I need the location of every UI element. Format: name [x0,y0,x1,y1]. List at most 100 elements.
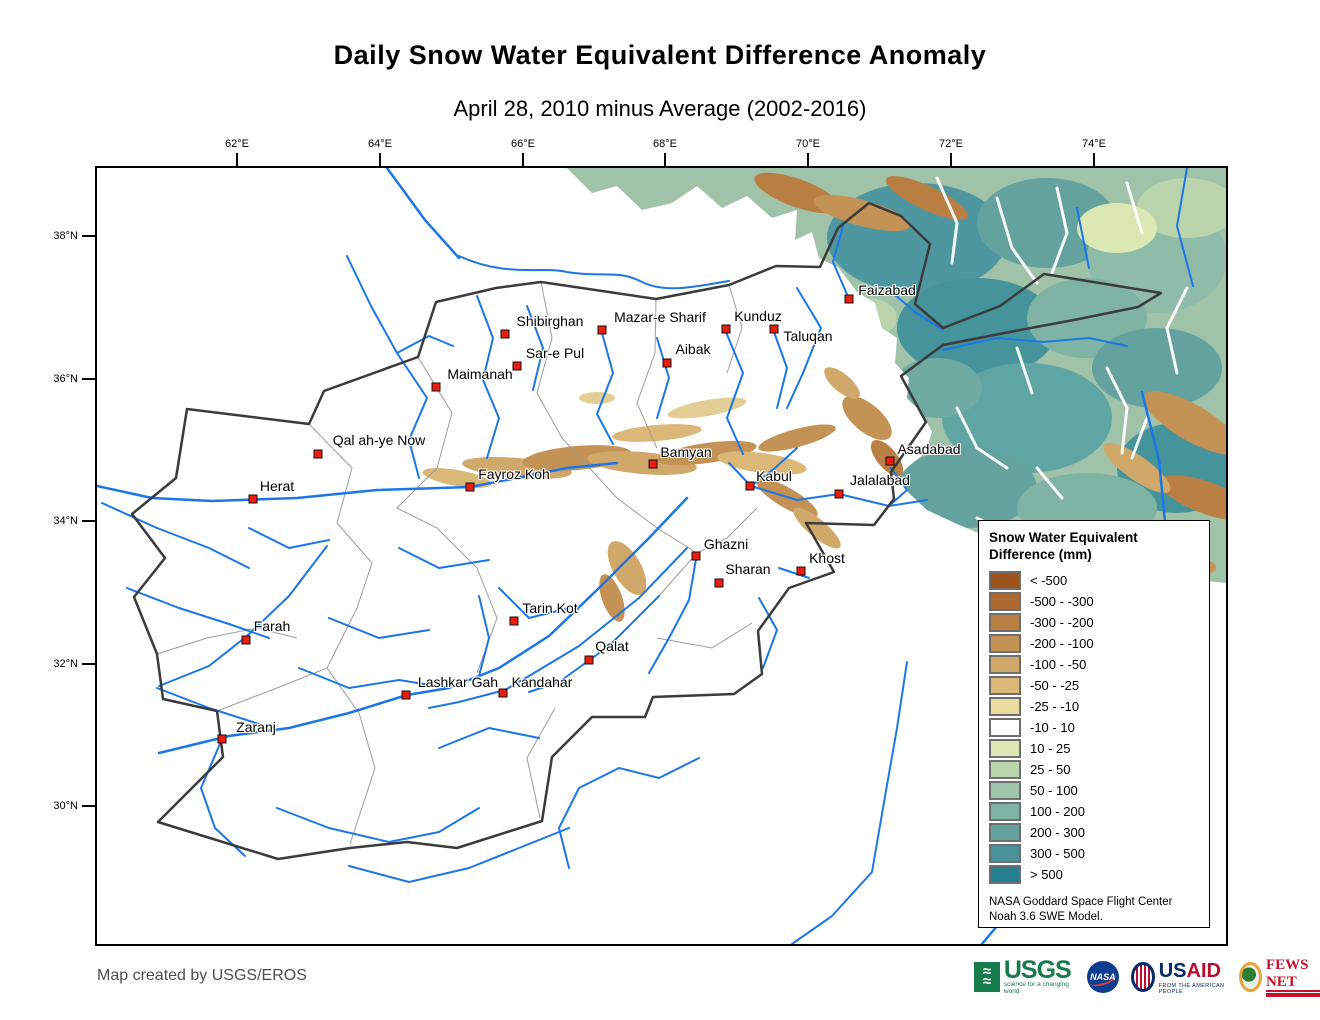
legend-row: -25 - -10 [989,696,1199,717]
fewsnet-logo-text: FEWS NET [1265,957,1320,992]
city-marker-qal-ah-ye-now [313,449,323,459]
province-boundaries [156,281,758,845]
legend-swatch [989,633,1021,653]
city-layer: Faizabad Shibirghan Mazar-e Sharif Kunduz Ta… [97,168,1226,944]
country-boundary [130,201,1163,861]
legend-entry-label: -200 - -100 [1030,635,1094,651]
legend-row: -500 - -300 [989,591,1199,612]
city-label-sar-e-pul: Sar-e Pul [525,345,585,361]
usgs-logo-text: USGS [1003,955,1072,984]
usaid-logo-text-us: US [1158,959,1187,982]
legend-rows: < -500 -500 - -300 -300 - -200 -200 - -100 -… [989,570,1199,885]
legend-note: NASA Goddard Space Flight Center Noah 3.… [989,895,1199,925]
legend-row: -10 - 10 [989,717,1199,738]
city-label-herat: Herat [259,478,295,494]
nasa-meatball-icon: NASA [1086,961,1119,993]
city-marker-khost [796,566,806,576]
city-marker-mazar-e-sharif [597,325,607,335]
city-marker-aibak [662,358,672,368]
city-label-qal-ah-ye-now: Qal ah-ye Now [332,432,426,448]
city-label-zaranj: Zaranj [236,719,276,735]
usgs-logo-tagline: science for a changing world [1003,981,1069,996]
city-marker-fayroz-koh [465,482,475,492]
axis-tick-top-label: 62°E [225,138,249,150]
legend-swatch [989,864,1021,884]
axis-tick-top [807,153,809,166]
negative-anomaly-mountains [422,367,904,622]
axis-tick-top-label: 74°E [1082,138,1106,150]
city-marker-ghazni [691,551,701,561]
axis-tick-left [82,520,95,522]
legend-swatch [989,591,1021,611]
legend-entry-label: 50 - 100 [1030,782,1078,798]
legend-row: 100 - 200 [989,801,1199,822]
legend-swatch [989,612,1021,632]
legend-entry-label: < -500 [1030,572,1068,588]
legend-row: -200 - -100 [989,633,1199,654]
axis-tick-top [1093,153,1095,166]
legend-row: > 500 [989,864,1199,885]
legend-swatch [989,801,1021,821]
axis-tick-top-label: 66°E [511,138,535,150]
legend-row: 10 - 25 [989,738,1199,759]
city-marker-kabul [745,481,755,491]
axis-tick-left-label: 30°N [53,800,78,812]
axis-tick-top-label: 68°E [653,138,677,150]
axis-tick-top [522,153,524,166]
city-label-sharan: Sharan [725,561,771,577]
city-label-tarin-kot: Tarin Kot [522,600,578,616]
city-label-jalalabad: Jalalabad [850,472,910,488]
usaid-logo-tagline: FROM THE AMERICAN PEOPLE [1158,982,1225,995]
legend-row: -100 - -50 [989,654,1199,675]
axis-tick-top [379,153,381,166]
legend-entry-label: 25 - 50 [1030,761,1071,777]
usgs-logo: ≈ ≈ USGS science for a changing world [974,955,1075,996]
city-label-bamyan: Bamyan [660,444,712,460]
legend-note-line2: Noah 3.6 SWE Model. [989,910,1103,923]
legend-swatch [989,843,1021,863]
city-marker-kandahar [498,688,508,698]
city-marker-zaranj [217,734,227,744]
legend-row: -300 - -200 [989,612,1199,633]
axis-tick-left-label: 38°N [53,230,78,242]
city-label-lashkar-gah: Lashkar Gah [417,674,499,690]
legend-swatch [989,759,1021,779]
usaid-logo: USAID FROM THE AMERICAN PEOPLE [1130,959,1227,995]
legend-title: Snow Water Equivalent Difference (mm) [989,530,1199,564]
city-label-farah: Farah [253,618,291,634]
page-title: Daily Snow Water Equivalent Difference A… [333,40,987,70]
legend-row: 25 - 50 [989,759,1199,780]
axis-tick-top-label: 64°E [368,138,392,150]
legend-swatch [989,717,1021,737]
axis-tick-left [82,378,95,380]
axis-tick-left [82,235,95,237]
legend-row: 50 - 100 [989,780,1199,801]
city-marker-farah [241,635,251,645]
legend-swatch [989,654,1021,674]
axis-tick-top [236,153,238,166]
city-marker-sar-e-pul [512,361,522,371]
legend-entry-label: -10 - 10 [1030,719,1075,735]
city-label-kabul: Kabul [756,468,792,484]
page-subtitle: April 28, 2010 minus Average (2002-2016) [453,96,867,121]
legend-swatch [989,738,1021,758]
city-label-aibak: Aibak [675,341,711,357]
legend-entry-label: -50 - -25 [1030,677,1080,693]
city-marker-qalat [584,655,594,665]
city-label-faizabad: Faizabad [858,282,916,298]
legend-row: < -500 [989,570,1199,591]
legend-title-line1: Snow Water Equivalent [989,530,1138,545]
city-label-kandahar: Kandahar [511,674,573,690]
city-marker-lashkar-gah [401,690,411,700]
city-label-fayroz-koh: Fayroz Koh [478,466,550,482]
city-label-ghazni: Ghazni [703,536,749,552]
fewsnet-logo-bar [1265,993,1320,997]
city-marker-asadabad [885,456,895,466]
legend-entry-label: -300 - -200 [1030,614,1094,630]
city-marker-taluqan [769,324,779,334]
usaid-seal-icon [1130,962,1155,992]
axis-tick-left [82,663,95,665]
legend-entry-label: 200 - 300 [1030,824,1085,840]
legend-entry-label: > 500 [1030,866,1063,882]
city-label-asadabad: Asadabad [897,441,961,457]
